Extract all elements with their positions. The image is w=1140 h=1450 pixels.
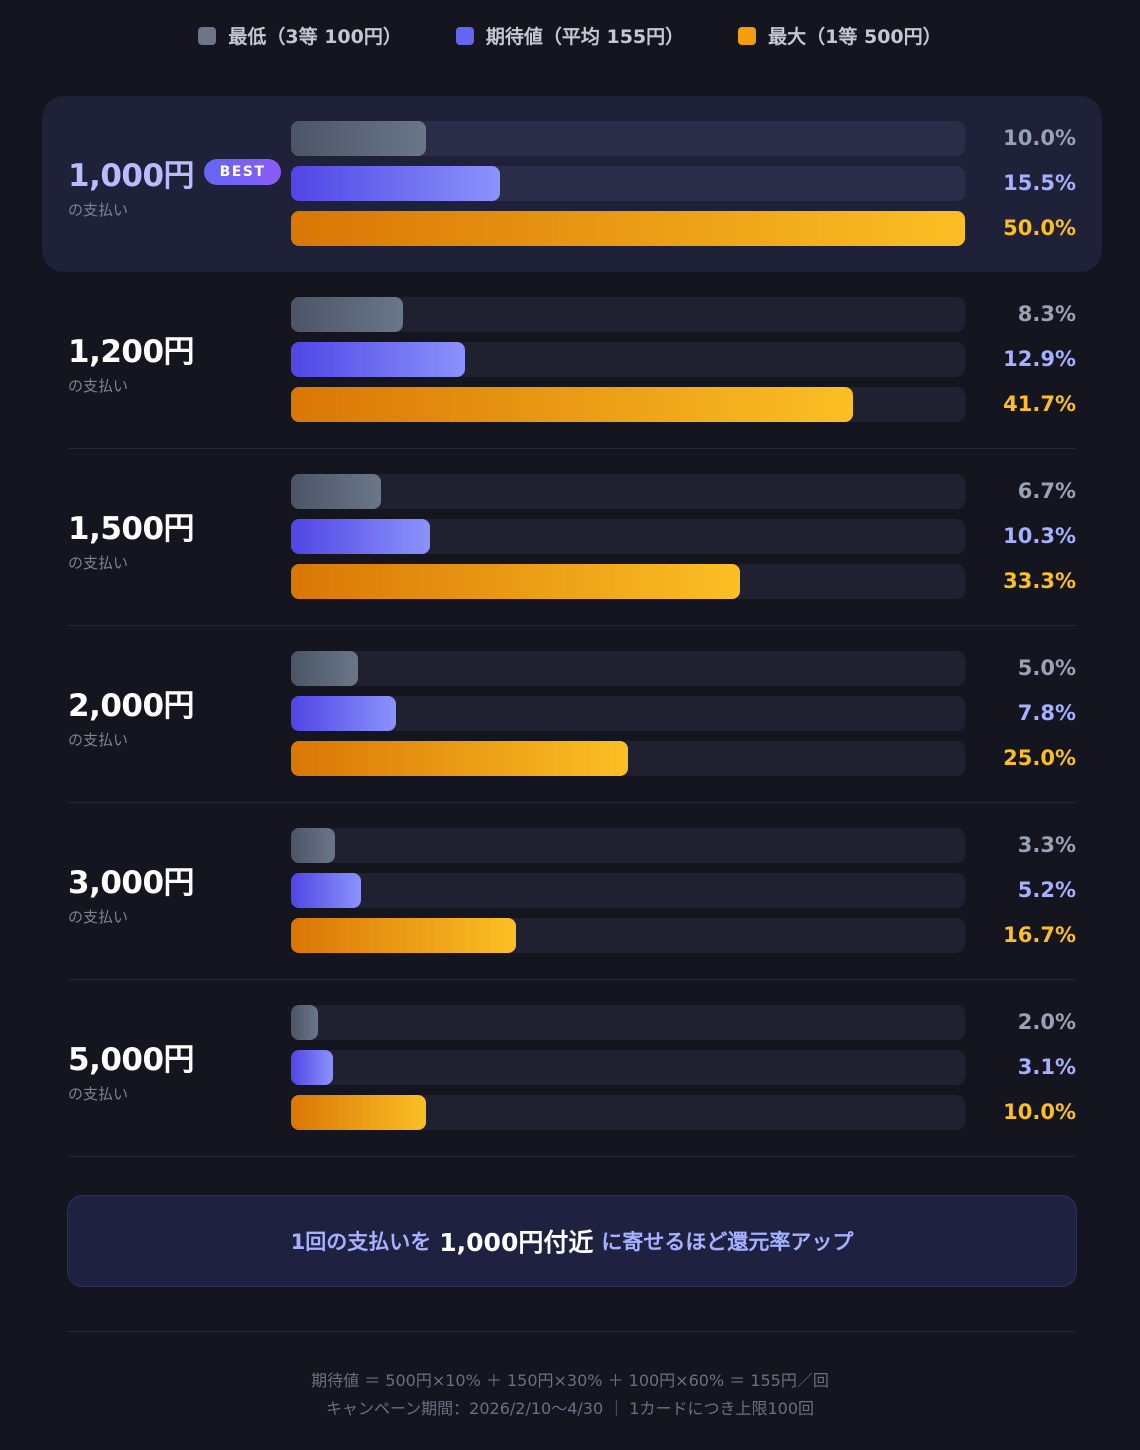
data-label-max: 33.3% [1003, 569, 1076, 593]
category-sublabel: の支払い [68, 731, 129, 749]
data-label-exp: 15.5% [1003, 171, 1076, 195]
data-label-min: 5.0% [1017, 656, 1076, 680]
bar-min [291, 121, 426, 156]
callout-banner: 1回の支払いを 1,000円付近 に寄せるほど還元率アップ [67, 1195, 1077, 1287]
bar-max [291, 211, 965, 246]
callout-prefix: 1回の支払いを [290, 1230, 432, 1254]
footnote-campaign: キャンペーン期間：2026/2/10〜4/30 ｜ 1カードにつき上限100回 [325, 1399, 815, 1418]
data-label-max: 50.0% [1003, 216, 1076, 240]
data-label-min: 2.0% [1017, 1010, 1076, 1034]
bar-track [291, 297, 965, 332]
footnote-formula: 期待値 ＝ 500円×10% ＋ 150円×30% ＋ 100円×60% ＝ 1… [311, 1371, 829, 1390]
bar-min [291, 828, 335, 863]
bar-track [291, 121, 965, 156]
bar-max [291, 1095, 426, 1130]
bar-track [291, 166, 965, 201]
callout-emphasis: 1,000円付近 [439, 1228, 594, 1257]
bar-track [291, 873, 965, 908]
legend-label-max: 最大（1等 500円） [768, 26, 942, 48]
legend-item-min: 最低（3等 100円） [198, 22, 402, 49]
chart-row: 1,200円の支払い 8.3% 12.9% 41.7% [42, 272, 1102, 449]
chart-row: 5,000円の支払い 2.0% 3.1% 10.0% [42, 980, 1102, 1157]
bar-exp [291, 873, 361, 908]
category-label: 1,000円 [68, 158, 195, 194]
bar-track [291, 474, 965, 509]
legend-swatch-min [198, 26, 217, 45]
bar-track [291, 918, 965, 953]
bar-track [291, 564, 965, 599]
bar-max [291, 564, 740, 599]
row-divider [68, 625, 1076, 626]
legend-swatch-max [738, 26, 757, 45]
data-label-max: 16.7% [1003, 923, 1076, 947]
bar-min [291, 1005, 318, 1040]
row-divider [68, 1156, 1076, 1157]
bar-track [291, 1050, 965, 1085]
bar-exp [291, 519, 430, 554]
chart-row: 3,000円の支払い 3.3% 5.2% 16.7% [42, 803, 1102, 980]
bar-exp [291, 342, 465, 377]
data-label-min: 3.3% [1017, 833, 1076, 857]
bar-track [291, 1005, 965, 1040]
legend-swatch-expected [455, 26, 474, 45]
bar-max [291, 387, 853, 422]
category-label: 5,000円 [68, 1042, 195, 1078]
legend-label-min: 最低（3等 100円） [228, 26, 402, 48]
data-label-max: 41.7% [1003, 392, 1076, 416]
legend: 最低（3等 100円） 期待値（平均 155円） 最大（1等 500円） [0, 22, 1140, 49]
bar-max [291, 741, 628, 776]
callout-suffix: に寄せるほど還元率アップ [601, 1230, 854, 1254]
bar-track [291, 1095, 965, 1130]
bar-min [291, 297, 403, 332]
bar-exp [291, 696, 396, 731]
bar-track [291, 519, 965, 554]
category-label: 3,000円 [68, 865, 195, 901]
chart-row: 2,000円の支払い 5.0% 7.8% 25.0% [42, 626, 1102, 803]
legend-label-expected: 期待値（平均 155円） [485, 26, 685, 48]
category-sublabel: の支払い [68, 1085, 129, 1103]
bar-min [291, 651, 358, 686]
category-label: 1,200円 [68, 334, 195, 370]
data-label-exp: 3.1% [1017, 1055, 1076, 1079]
bar-track [291, 696, 965, 731]
data-label-min: 8.3% [1017, 302, 1076, 326]
category-label: 2,000円 [68, 688, 195, 724]
bar-max [291, 918, 516, 953]
data-label-exp: 10.3% [1003, 524, 1076, 548]
bar-track [291, 387, 965, 422]
bar-chart: 1,000円 の支払い BEST 10.0% 15.5% 50.0% 1,200円 の支払い 8… [42, 96, 1102, 1157]
category-label: 1,500円 [68, 511, 195, 547]
category-sublabel: の支払い [68, 201, 129, 219]
row-divider [68, 448, 1076, 449]
legend-item-expected: 期待値（平均 155円） [455, 22, 685, 49]
bar-track [291, 651, 965, 686]
row-divider [68, 979, 1076, 980]
category-sublabel: の支払い [68, 377, 129, 395]
chart-row: 1,500円の支払い 6.7% 10.3% 33.3% [42, 449, 1102, 626]
category-sublabel: の支払い [68, 554, 129, 572]
data-label-exp: 7.8% [1017, 701, 1076, 725]
legend-item-max: 最大（1等 500円） [738, 22, 942, 49]
data-label-max: 10.0% [1003, 1100, 1076, 1124]
row-divider [68, 802, 1076, 803]
category-sublabel: の支払い [68, 908, 129, 926]
bar-exp [291, 1050, 333, 1085]
data-label-min: 10.0% [1003, 126, 1076, 150]
bar-track [291, 342, 965, 377]
bar-exp [291, 166, 500, 201]
data-label-max: 25.0% [1003, 746, 1076, 770]
footer-divider [67, 1331, 1076, 1332]
bar-track [291, 741, 965, 776]
data-label-exp: 12.9% [1003, 347, 1076, 371]
best-badge: BEST [204, 159, 281, 185]
chart-row: 1,000円の支払い BEST 10.0% 15.5% 50.0% [42, 96, 1102, 272]
bar-min [291, 474, 381, 509]
data-label-exp: 5.2% [1017, 878, 1076, 902]
bar-track [291, 211, 965, 246]
bar-track [291, 828, 965, 863]
data-label-min: 6.7% [1017, 479, 1076, 503]
